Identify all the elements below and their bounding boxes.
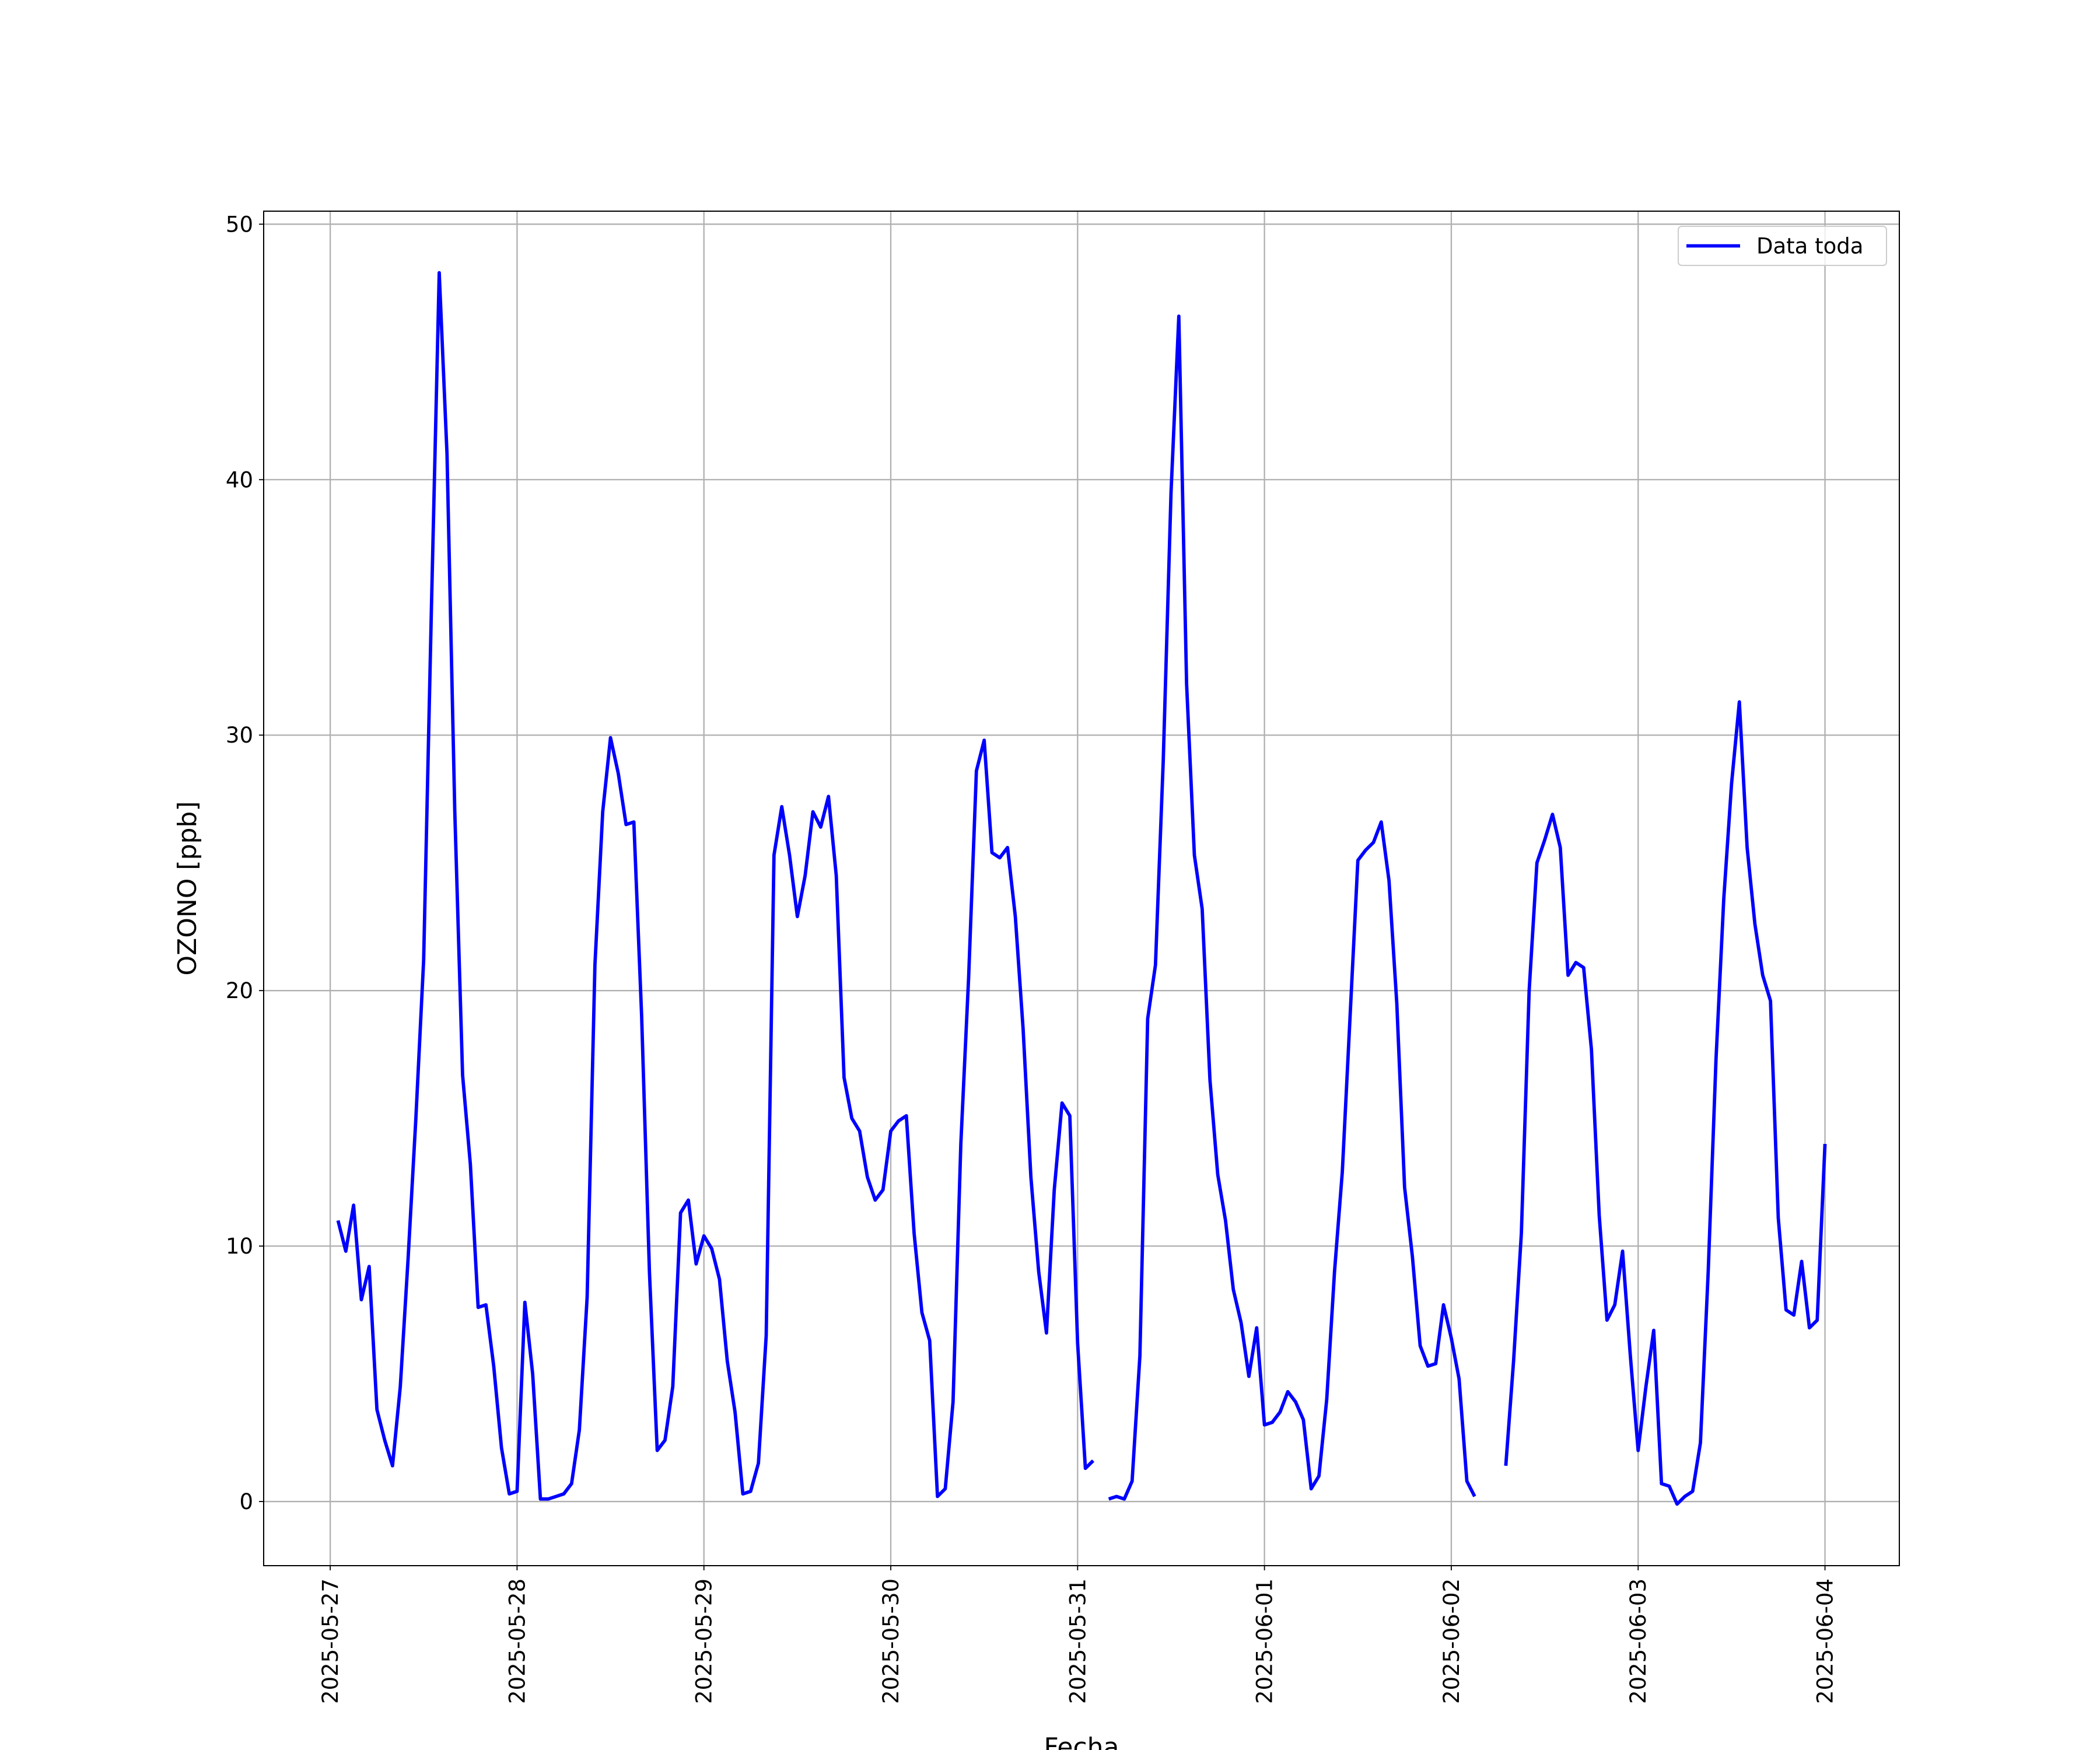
legend-box xyxy=(1678,226,1887,266)
ticks: 0 10 20 30 40 50 2025-05-27 2025-05-28 2025-05-2… xyxy=(226,212,1838,1704)
axes-frame xyxy=(263,211,1900,1566)
x-tick-label: 2025-06-01 xyxy=(1252,1578,1278,1704)
data-line xyxy=(336,271,1827,1506)
y-tick-label: 50 xyxy=(226,212,253,237)
x-tick-label: 2025-06-03 xyxy=(1626,1578,1651,1704)
x-tick-label: 2025-05-28 xyxy=(505,1578,530,1704)
legend-label: Data toda xyxy=(1756,234,1863,259)
y-tick-label: 40 xyxy=(226,467,253,492)
y-tick-label: 20 xyxy=(226,978,253,1003)
y-tick-label: 0 xyxy=(239,1489,253,1514)
y-tick-label: 10 xyxy=(226,1234,253,1259)
x-tick-label: 2025-06-04 xyxy=(1813,1578,1838,1704)
plot-area xyxy=(336,271,1827,1506)
x-axis-label: Fecha xyxy=(1044,1732,1119,1750)
x-tick-label: 2025-06-02 xyxy=(1439,1578,1464,1704)
x-tick-label: 2025-05-30 xyxy=(878,1578,904,1704)
x-tick-label: 2025-05-29 xyxy=(692,1578,717,1704)
y-tick-label: 30 xyxy=(226,723,253,748)
x-tick-label: 2025-05-31 xyxy=(1065,1578,1090,1704)
legend: Data toda xyxy=(1678,226,1887,266)
x-tick-label: 2025-05-27 xyxy=(318,1578,343,1704)
y-axis-label: OZONO [ppb] xyxy=(173,801,202,975)
